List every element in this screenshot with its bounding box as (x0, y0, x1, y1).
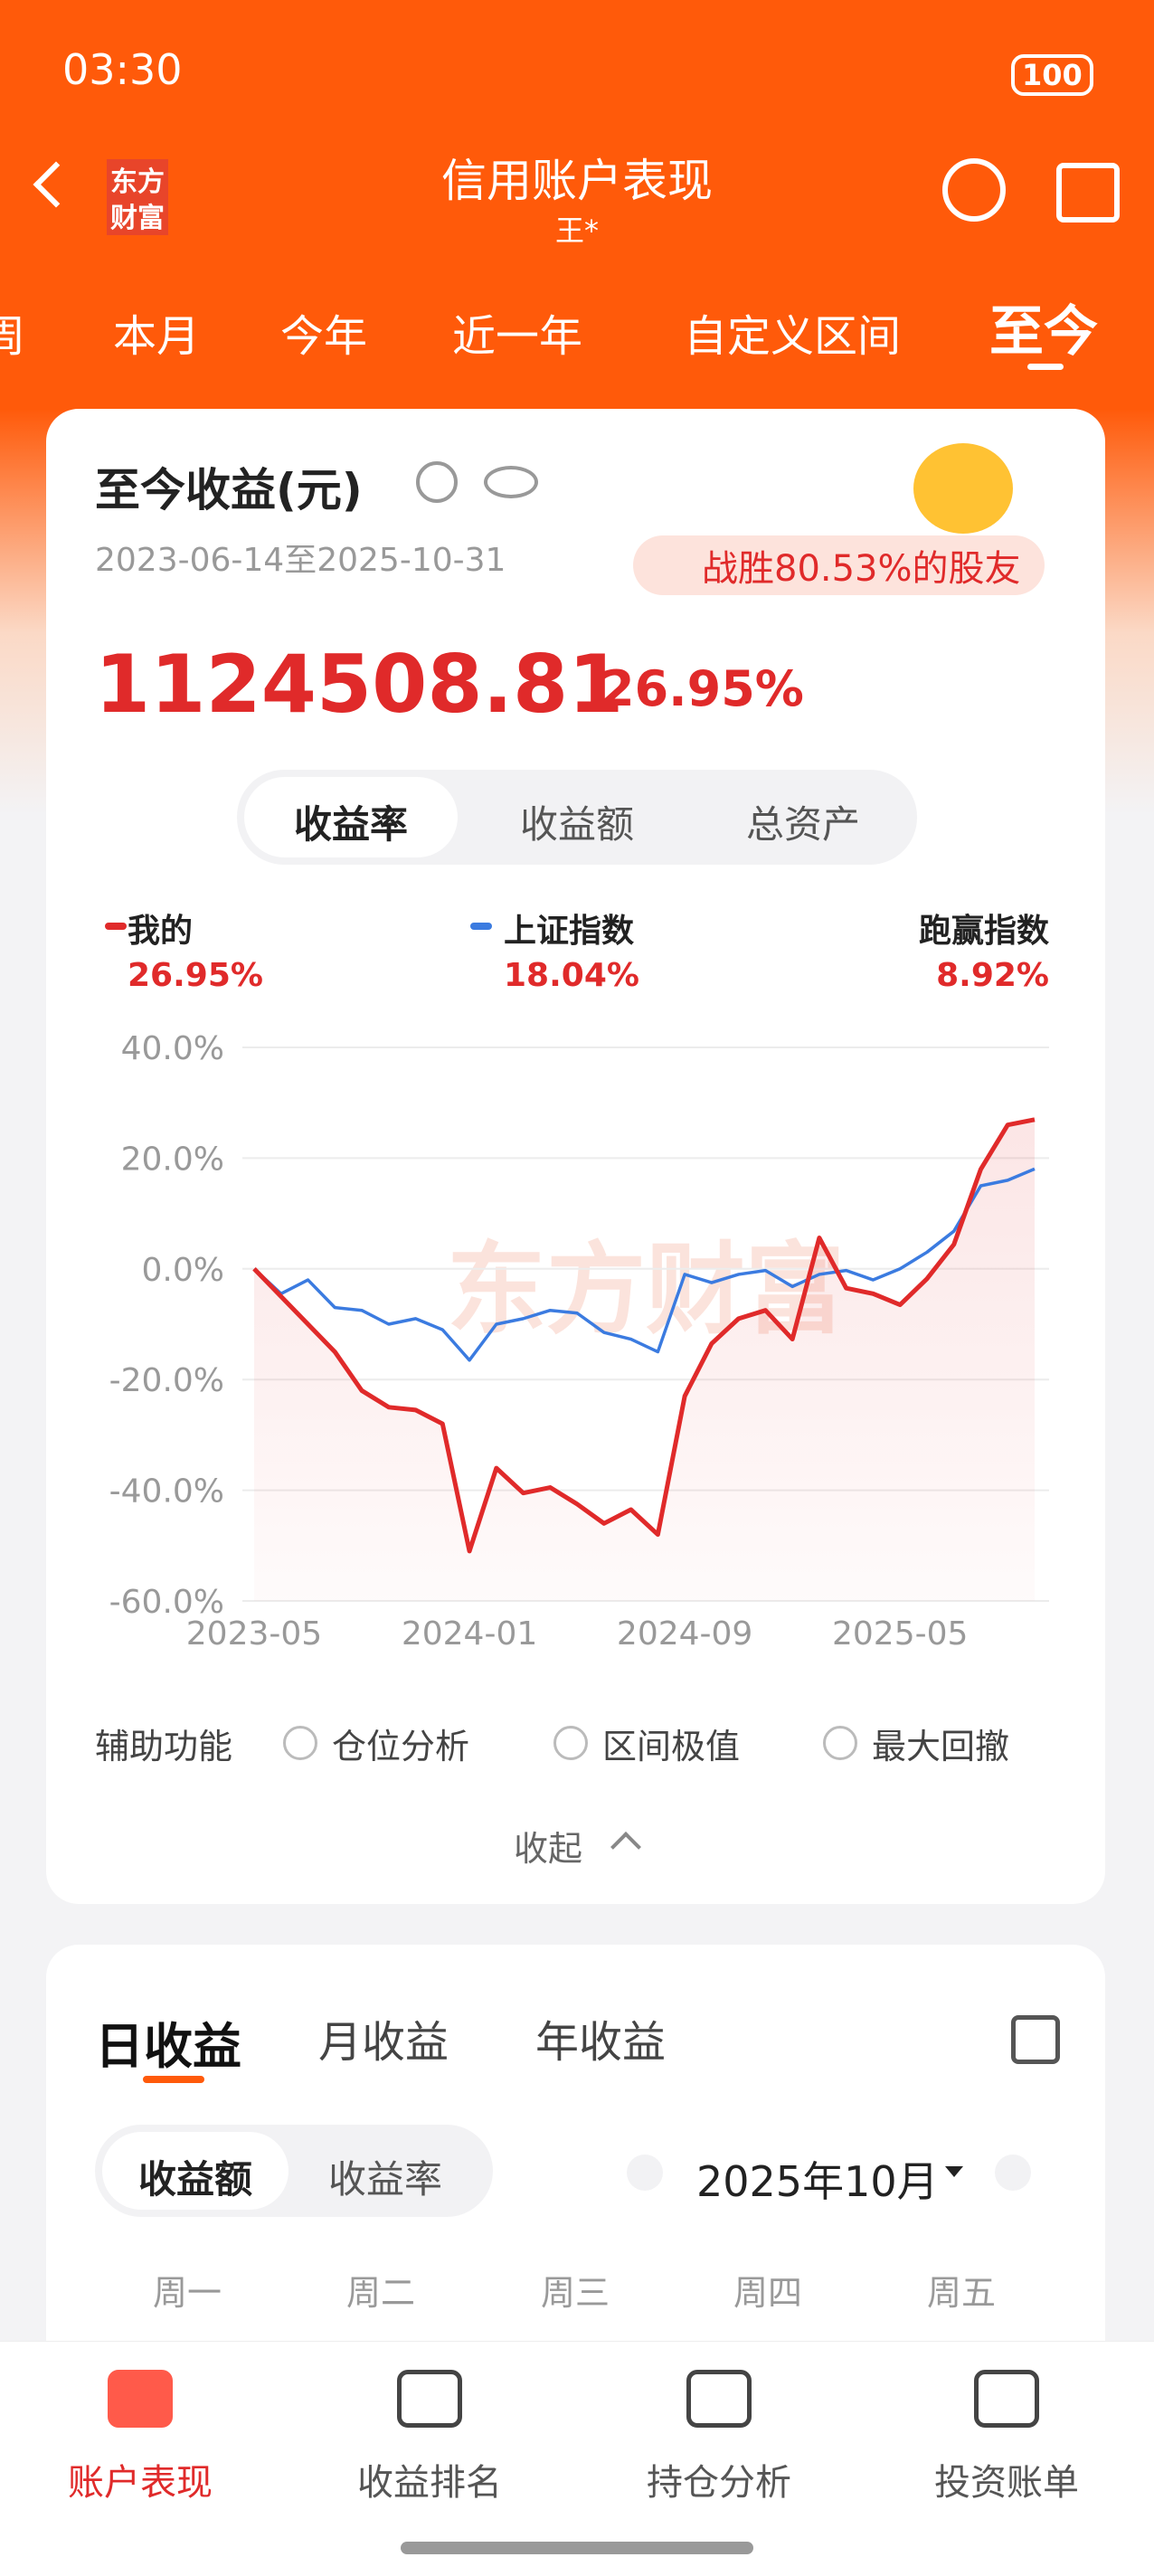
x-tick-label: 2024-01 (402, 1615, 537, 1653)
line-series (252, 1167, 1036, 1362)
radio[interactable] (823, 1726, 857, 1760)
amount: 1124508.81 (95, 638, 624, 731)
weekday: 周一 (152, 2273, 222, 2313)
logo-text: 财富 (107, 195, 168, 235)
page-title: 信用账户表现 (441, 155, 713, 207)
daily-tab[interactable]: 年收益 (535, 2017, 667, 2068)
export-icon[interactable] (1011, 2015, 1060, 2064)
month[interactable]: 2025年10月 (696, 2157, 939, 2206)
period-tab[interactable]: 周 (0, 311, 26, 362)
y-tick-label: 20.0% (121, 1141, 224, 1178)
y-tick-label: 0.0% (142, 1252, 224, 1289)
legend-name: 我的 (128, 913, 194, 950)
legend-value: 8.92% (936, 957, 1049, 994)
summary-card (46, 409, 1105, 1904)
toggle-active (102, 2132, 288, 2210)
page-subtitle: 王* (554, 213, 599, 248)
collapse[interactable]: 收起 (514, 1829, 583, 1869)
daily-tab[interactable]: 日收益 (95, 2018, 241, 2075)
status-time: 03:30 (62, 45, 183, 94)
chart: 东方财富40.0%20.0%0.0%-20.0%-40.0%-60.0%2023… (109, 1030, 1049, 1653)
weekday: 周五 (926, 2273, 996, 2313)
nav-icon[interactable] (397, 2370, 462, 2428)
line-series (252, 1117, 1036, 1554)
radio[interactable] (283, 1726, 317, 1760)
aux-option[interactable]: 区间极值 (602, 1727, 741, 1766)
daily-underline (143, 2076, 204, 2083)
badge[interactable]: 战胜80.53%的股友 (633, 535, 1045, 595)
date-range: 2023-06-14至2025-10-31 (95, 542, 506, 579)
summary-title: 至今收益(元) (95, 464, 363, 516)
legend-value: 26.95% (128, 957, 263, 994)
legend-name: 上证指数 (504, 913, 635, 950)
legend-name: 跑赢指数 (918, 913, 1049, 950)
metric-tab[interactable]: 收益额 (519, 802, 634, 847)
eye-icon[interactable] (484, 466, 538, 498)
y-tick-label: -40.0% (109, 1473, 224, 1511)
tab-indicator (1027, 364, 1064, 370)
legend-value: 18.04% (504, 957, 639, 994)
legend-swatch (470, 923, 492, 930)
home-indicator (401, 2542, 753, 2554)
rate: 26.95% (601, 660, 804, 717)
y-tick-label: 40.0% (121, 1030, 224, 1067)
y-tick-label: -20.0% (109, 1362, 224, 1399)
metric-tab[interactable]: 收益率 (293, 802, 408, 847)
weekday: 周二 (345, 2273, 415, 2313)
bottom-nav (0, 2341, 1154, 2576)
metric-tab[interactable]: 总资产 (745, 802, 860, 847)
toggle-option[interactable]: 收益额 (137, 2157, 252, 2202)
daily-tab[interactable]: 月收益 (318, 2017, 449, 2068)
next-month[interactable] (995, 2155, 1031, 2191)
period-tab[interactable]: 至今 (989, 300, 1098, 364)
period-tab[interactable]: 今年 (280, 311, 368, 362)
logo-text: 东方 (107, 159, 168, 199)
radio[interactable] (553, 1726, 588, 1760)
share-icon[interactable] (1056, 163, 1120, 223)
nav-icon[interactable] (974, 2370, 1039, 2428)
period-tab[interactable]: 近一年 (452, 311, 583, 362)
y-tick-label: -60.0% (109, 1584, 224, 1621)
aux-label: 辅助功能 (95, 1727, 233, 1766)
weekday: 周四 (733, 2273, 802, 2313)
x-tick-label: 2025-05 (832, 1615, 968, 1653)
x-tick-label: 2023-05 (186, 1615, 322, 1653)
area-fill (254, 1119, 1035, 1601)
battery: 100 (1011, 54, 1093, 96)
period-tab[interactable]: 本月 (113, 311, 201, 362)
aux-option[interactable]: 仓位分析 (332, 1727, 470, 1766)
x-tick-label: 2024-09 (617, 1615, 752, 1653)
period-tab[interactable]: 自定义区间 (684, 311, 902, 362)
metric-active-bg (244, 777, 458, 857)
nav-icon[interactable] (108, 2370, 173, 2428)
weekday: 周三 (540, 2273, 610, 2313)
info-icon[interactable] (416, 461, 458, 503)
aux-option[interactable]: 最大回撤 (872, 1727, 1010, 1766)
profile-icon[interactable] (942, 158, 1006, 222)
toggle-option[interactable]: 收益率 (327, 2157, 442, 2202)
nav-label[interactable]: 收益排名 (357, 2462, 502, 2504)
nav-label[interactable]: 账户表现 (68, 2462, 213, 2504)
month-caret (945, 2166, 963, 2177)
legend-swatch (105, 923, 127, 930)
nav-label[interactable]: 持仓分析 (647, 2462, 791, 2504)
emoji (913, 443, 1013, 534)
prev-month[interactable] (627, 2155, 663, 2191)
nav-label[interactable]: 投资账单 (934, 2462, 1079, 2504)
nav-icon[interactable] (686, 2370, 752, 2428)
